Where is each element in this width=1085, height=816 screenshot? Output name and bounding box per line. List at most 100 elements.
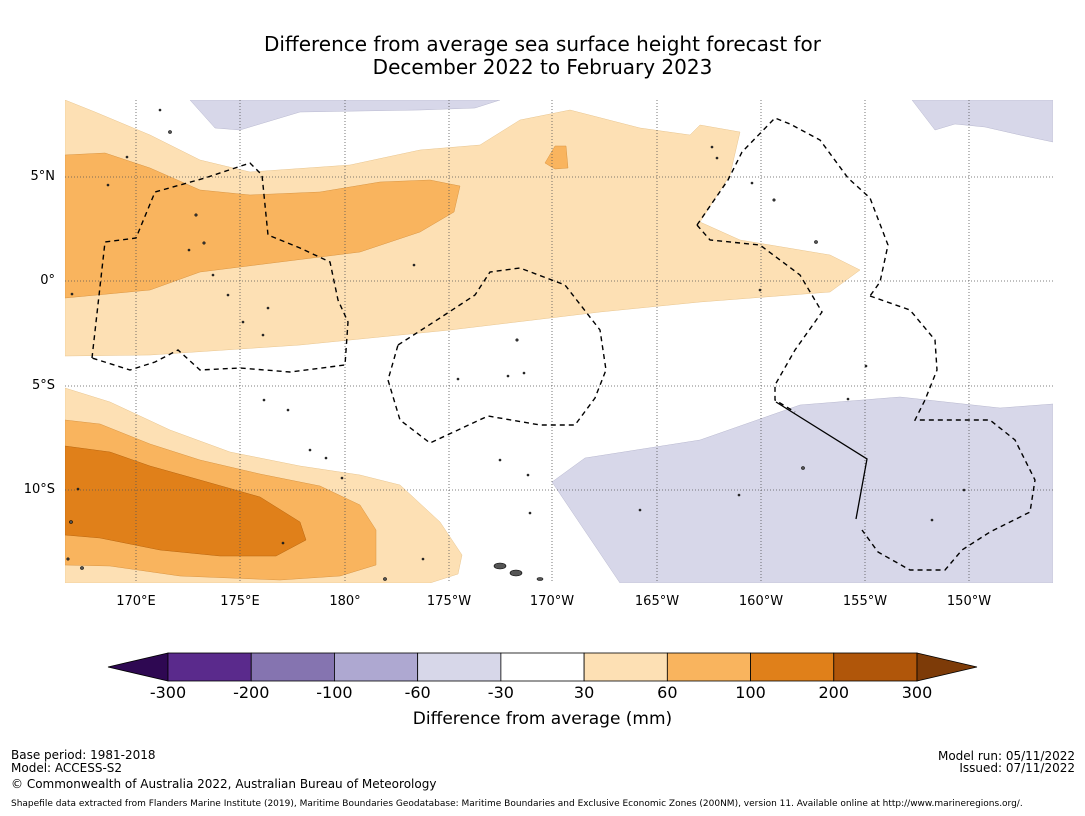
island (168, 130, 172, 134)
colorbar-tick-label: 60 (657, 683, 678, 702)
eez-boundary-kiribati-line-south (696, 224, 823, 413)
island (536, 577, 544, 581)
colorbar-segment (666, 652, 751, 682)
map-field (65, 100, 1053, 583)
colorbar-label: Difference from average (mm) (412, 709, 673, 729)
colorbar-segments (107, 652, 978, 682)
island (69, 520, 73, 524)
lon-label-175e: 175°E (220, 594, 260, 609)
island (421, 557, 425, 561)
colorbar-segment (833, 652, 918, 682)
colorbar-tick-label: -30 (487, 683, 514, 702)
colorbar-extend-high (916, 652, 978, 682)
graticule (65, 100, 1053, 583)
eez-boundary-kiribati-line-north (696, 117, 889, 297)
model-note: Model: ACCESS-S2 (11, 761, 123, 775)
colorbar-segment (167, 652, 252, 682)
lon-label-170e: 170°E (116, 594, 156, 609)
island (261, 333, 265, 337)
island (493, 562, 507, 570)
island (638, 508, 642, 512)
colorbar-tick-label: -100 (316, 683, 353, 702)
colorbar-tick-label: 300 (901, 683, 933, 702)
island (814, 240, 818, 244)
model-run-note: Model run: 05/11/2022 (937, 749, 1075, 763)
lon-label-150w: 150°W (946, 594, 992, 609)
island (526, 473, 530, 477)
negative-anomaly-region-northeast (911, 100, 1053, 143)
island (226, 293, 230, 297)
colorbar-tick-label: -300 (149, 683, 187, 702)
lon-label-155w: 155°W (842, 594, 888, 609)
negative-anomaly-region-southeast (551, 396, 1053, 583)
island (286, 408, 290, 412)
island (76, 487, 80, 491)
island (106, 183, 110, 187)
eez-boundaries (91, 117, 1036, 571)
island (266, 306, 270, 310)
island (456, 377, 460, 381)
island (80, 566, 84, 570)
island (194, 213, 198, 217)
island (522, 371, 526, 375)
colorbar-segment (250, 652, 335, 682)
colorbar-extend-low (107, 652, 169, 682)
lon-label-160w: 160°W (738, 594, 784, 609)
sea-surface-height-map (65, 100, 1053, 583)
issued-note: Issued: 07/11/2022 (959, 761, 1075, 775)
island (772, 198, 776, 202)
colorbar-tick-label: 30 (573, 683, 595, 702)
island (715, 156, 719, 160)
colorbar-tick-label: 100 (735, 683, 766, 702)
lat-label-10s: 10°S (23, 482, 55, 497)
islands (66, 108, 966, 581)
island (262, 398, 266, 402)
negative-anomaly-region-north (189, 100, 501, 131)
lat-label-5s: 5°S (31, 378, 55, 393)
island (340, 476, 344, 480)
island (66, 557, 70, 561)
island (308, 448, 312, 452)
island (498, 458, 502, 462)
island (509, 569, 523, 577)
map-title-line-2: December 2022 to February 2023 (372, 55, 713, 79)
colorbar-segment (334, 652, 419, 682)
island (801, 466, 805, 470)
colorbar-tick-label: -60 (404, 683, 431, 702)
island (202, 241, 206, 245)
lon-label-175w: 175°W (426, 594, 472, 609)
island (383, 577, 387, 581)
colorbar-tick-label: -200 (233, 683, 270, 702)
lon-label-165w: 165°W (634, 594, 680, 609)
island (864, 364, 868, 368)
colorbar-segment (583, 652, 668, 682)
island (962, 488, 966, 492)
base-period-note: Base period: 1981-2018 (11, 748, 156, 762)
island (241, 320, 245, 324)
island (515, 338, 519, 342)
island (737, 493, 741, 497)
copyright-note: © Commonwealth of Australia 2022, Austra… (11, 777, 437, 791)
island (528, 511, 532, 515)
eez-boundary-tuvalu (387, 267, 607, 444)
lat-label-5n: 5°N (30, 169, 56, 184)
eez-boundary-french-polynesia (861, 295, 1036, 571)
island (70, 292, 74, 296)
island (930, 518, 934, 522)
colorbar-segment (500, 652, 585, 682)
eez-boundary-solid (775, 401, 868, 520)
positive-anomaly-band-equatorial (65, 100, 861, 357)
island (324, 456, 328, 460)
island (211, 273, 215, 277)
positive-anomaly-patch (544, 145, 569, 170)
island (846, 397, 850, 401)
lon-label-180: 180° (329, 594, 361, 609)
island (412, 263, 416, 267)
map-title-line-1: Difference from average sea surface heig… (263, 32, 822, 56)
colorbar-tick-label: 200 (818, 683, 850, 702)
island (125, 155, 129, 159)
colorbar-segment (417, 652, 502, 682)
island (506, 374, 510, 378)
island (758, 288, 762, 292)
eez-boundary-kiribati-gilberts (91, 162, 349, 373)
